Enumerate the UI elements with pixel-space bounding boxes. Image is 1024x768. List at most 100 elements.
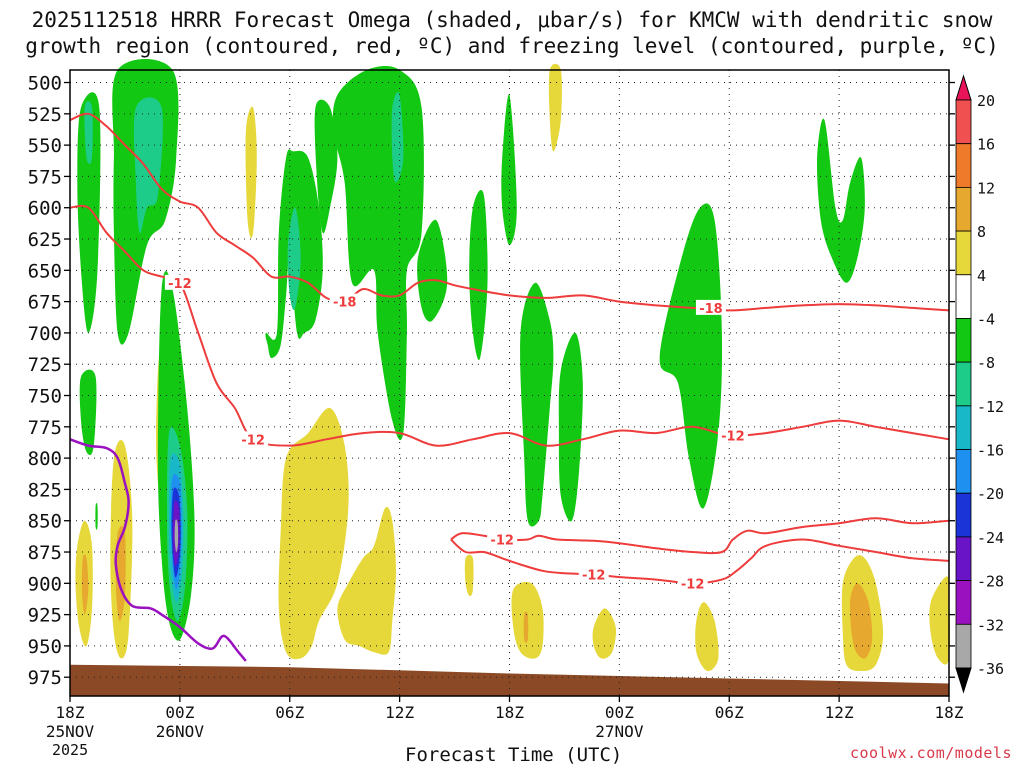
y-tick-label: 975 bbox=[28, 667, 62, 689]
colorbar-label: 8 bbox=[977, 223, 986, 241]
dgz-contour-label: -12 bbox=[681, 577, 705, 592]
y-tick-label: 575 bbox=[28, 166, 62, 188]
colorbar-segment bbox=[955, 536, 972, 582]
contour-label-bg bbox=[487, 531, 518, 547]
omega-region-negative-15 bbox=[659, 203, 723, 509]
dgz-contour-line bbox=[69, 204, 950, 447]
omega-fill-layer bbox=[75, 59, 950, 672]
freezing-level-line bbox=[69, 438, 247, 662]
colorbar-top-arrow bbox=[955, 74, 972, 101]
omega-region-negative-11 bbox=[469, 190, 488, 361]
colorbar-segment bbox=[955, 274, 972, 319]
y-tick-label: 625 bbox=[28, 229, 62, 251]
colorbar-label: -32 bbox=[977, 616, 1004, 634]
y-tick-label: 800 bbox=[28, 448, 62, 470]
dgz-contour-line bbox=[450, 517, 950, 555]
dgz-contour-label: -12 bbox=[241, 433, 265, 448]
omega-region-negative-0 bbox=[77, 92, 101, 333]
y-tick-label: 825 bbox=[28, 479, 62, 501]
colorbar-segment bbox=[955, 580, 972, 625]
colorbar-segment bbox=[955, 492, 972, 538]
terrain-layer bbox=[70, 664, 949, 696]
colorbar-label: -24 bbox=[977, 529, 1004, 547]
y-tick-label: 725 bbox=[28, 354, 62, 376]
contour-label-bg bbox=[695, 299, 726, 315]
colorbar-segment bbox=[955, 623, 972, 669]
chart-title-line-2: growth region (contoured, red, ºC) and f… bbox=[25, 34, 999, 58]
dgz-contour-line bbox=[69, 112, 950, 312]
omega-region-negative-9 bbox=[391, 91, 404, 183]
colorbar-label: 12 bbox=[977, 179, 995, 197]
contour-label-bg bbox=[578, 566, 609, 582]
omega-region-positive-6 bbox=[245, 106, 257, 238]
dgz-contour-label: -12 bbox=[168, 277, 192, 292]
omega-region-positive-13 bbox=[592, 608, 617, 659]
omega-region-negative-6 bbox=[287, 207, 301, 311]
y-tick-label: 925 bbox=[28, 605, 62, 627]
omega-region-negative-10 bbox=[417, 219, 448, 322]
y-tick-label: 525 bbox=[28, 104, 62, 126]
colorbar-label: 16 bbox=[977, 136, 995, 154]
colorbar-label: 4 bbox=[977, 267, 986, 285]
colorbar-bottom-arrow bbox=[955, 667, 972, 694]
x-tick-date-label: 26NOV bbox=[156, 722, 205, 741]
colorbar-label: -12 bbox=[977, 398, 1004, 416]
y-tick-label: 750 bbox=[28, 386, 62, 408]
y-tick-label: 650 bbox=[28, 260, 62, 282]
x-tick-date-label: 25NOV bbox=[46, 722, 95, 741]
omega-region-positive-12 bbox=[523, 611, 529, 643]
y-tick-label: 600 bbox=[28, 198, 62, 220]
omega-region-positive-17 bbox=[929, 576, 950, 665]
x-tick-label: 06Z bbox=[275, 703, 304, 722]
y-tick-label: 700 bbox=[28, 323, 62, 345]
y-tick-label: 950 bbox=[28, 636, 62, 658]
x-tick-label: 06Z bbox=[715, 703, 744, 722]
y-tick-label: 875 bbox=[28, 542, 62, 564]
colorbar-segment bbox=[955, 449, 972, 494]
omega-region-negative-23 bbox=[174, 519, 179, 553]
contour-label-bg bbox=[677, 575, 708, 591]
x-tick-label: 18Z bbox=[495, 703, 524, 722]
omega-region-negative-13 bbox=[520, 282, 554, 527]
x-axis-title: Forecast Time (UTC) bbox=[405, 744, 623, 766]
colorbar-label: -8 bbox=[977, 354, 995, 372]
omega-region-positive-4 bbox=[115, 526, 126, 622]
colorbar: 20 16 12 8 4 -4 -8 -12 -16 -20 -24 -28 -32 -36 bbox=[955, 74, 1004, 694]
x-tick-label: 12Z bbox=[385, 703, 414, 722]
omega-region-negative-3 bbox=[133, 97, 163, 234]
y-tick-label: 900 bbox=[28, 573, 62, 595]
omega-region-negative-8 bbox=[332, 66, 424, 441]
omega-region-negative-12 bbox=[501, 94, 517, 246]
y-tick-label: 775 bbox=[28, 417, 62, 439]
colorbar-segment bbox=[955, 99, 972, 145]
colorbar-segment bbox=[955, 405, 972, 450]
axes-layer: 500 525 550 575 600 625 650 675 700 725 750 775 800 8… bbox=[28, 73, 964, 741]
omega-region-negative-1 bbox=[84, 101, 93, 164]
colorbar-label: -28 bbox=[977, 573, 1004, 591]
y-tick-label: 500 bbox=[28, 73, 62, 95]
omega-region-positive-2 bbox=[81, 554, 89, 615]
colorbar-label: -36 bbox=[977, 660, 1004, 678]
chart-title-line-1: 2025112518 HRRR Forecast Omega (shaded, … bbox=[31, 8, 993, 32]
omega-region-positive-14 bbox=[695, 602, 719, 672]
omega-region-negative-14 bbox=[558, 332, 583, 522]
x-tick-label: 12Z bbox=[825, 703, 854, 722]
source-credit: coolwx.com/models bbox=[849, 744, 1012, 762]
y-tick-label: 675 bbox=[28, 292, 62, 314]
omega-region-negative-24 bbox=[95, 503, 98, 530]
contour-label-bg bbox=[329, 293, 360, 309]
omega-region-positive-10 bbox=[464, 554, 474, 597]
colorbar-label: 20 bbox=[977, 92, 995, 110]
x-tick-label: 18Z bbox=[56, 703, 85, 722]
omega-region-positive-7 bbox=[278, 407, 349, 660]
omega-region-negative-4 bbox=[79, 369, 97, 456]
colorbar-segment bbox=[955, 361, 972, 407]
dgz-contour-label: -18 bbox=[333, 296, 357, 311]
dgz-contour-label: -18 bbox=[699, 302, 723, 317]
contour-label-bg bbox=[717, 427, 748, 443]
x-tick-label: 18Z bbox=[935, 703, 964, 722]
omega-region-positive-16 bbox=[849, 583, 873, 659]
start-year-label: 2025 bbox=[52, 741, 89, 759]
colorbar-segment bbox=[955, 230, 972, 276]
